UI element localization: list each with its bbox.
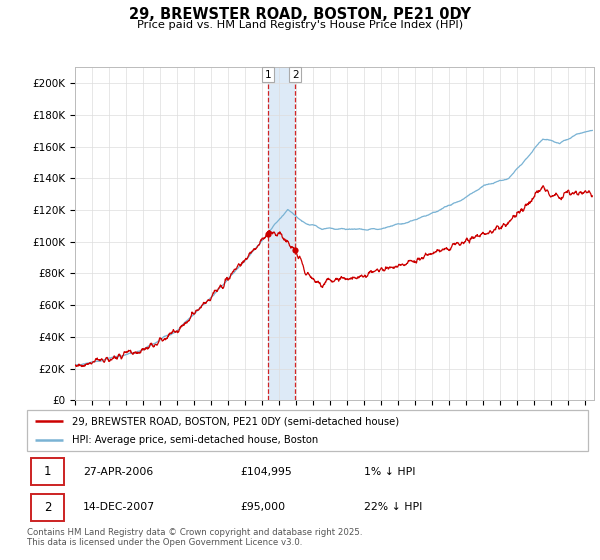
FancyBboxPatch shape — [31, 493, 64, 521]
Text: 14-DEC-2007: 14-DEC-2007 — [83, 502, 155, 512]
Text: 2: 2 — [292, 70, 299, 80]
Text: 29, BREWSTER ROAD, BOSTON, PE21 0DY (semi-detached house): 29, BREWSTER ROAD, BOSTON, PE21 0DY (sem… — [72, 417, 399, 426]
Text: Contains HM Land Registry data © Crown copyright and database right 2025.
This d: Contains HM Land Registry data © Crown c… — [27, 528, 362, 547]
Text: 1: 1 — [44, 465, 52, 478]
Text: HPI: Average price, semi-detached house, Boston: HPI: Average price, semi-detached house,… — [72, 435, 318, 445]
Bar — [268, 67, 295, 400]
Text: £104,995: £104,995 — [240, 466, 292, 477]
Text: 1% ↓ HPI: 1% ↓ HPI — [364, 466, 415, 477]
Text: 2: 2 — [44, 501, 52, 514]
Text: 22% ↓ HPI: 22% ↓ HPI — [364, 502, 422, 512]
Text: 1: 1 — [265, 70, 271, 80]
Text: £95,000: £95,000 — [240, 502, 286, 512]
FancyBboxPatch shape — [31, 458, 64, 486]
Text: Price paid vs. HM Land Registry's House Price Index (HPI): Price paid vs. HM Land Registry's House … — [137, 20, 463, 30]
Text: 27-APR-2006: 27-APR-2006 — [83, 466, 154, 477]
Text: 29, BREWSTER ROAD, BOSTON, PE21 0DY: 29, BREWSTER ROAD, BOSTON, PE21 0DY — [129, 7, 471, 22]
